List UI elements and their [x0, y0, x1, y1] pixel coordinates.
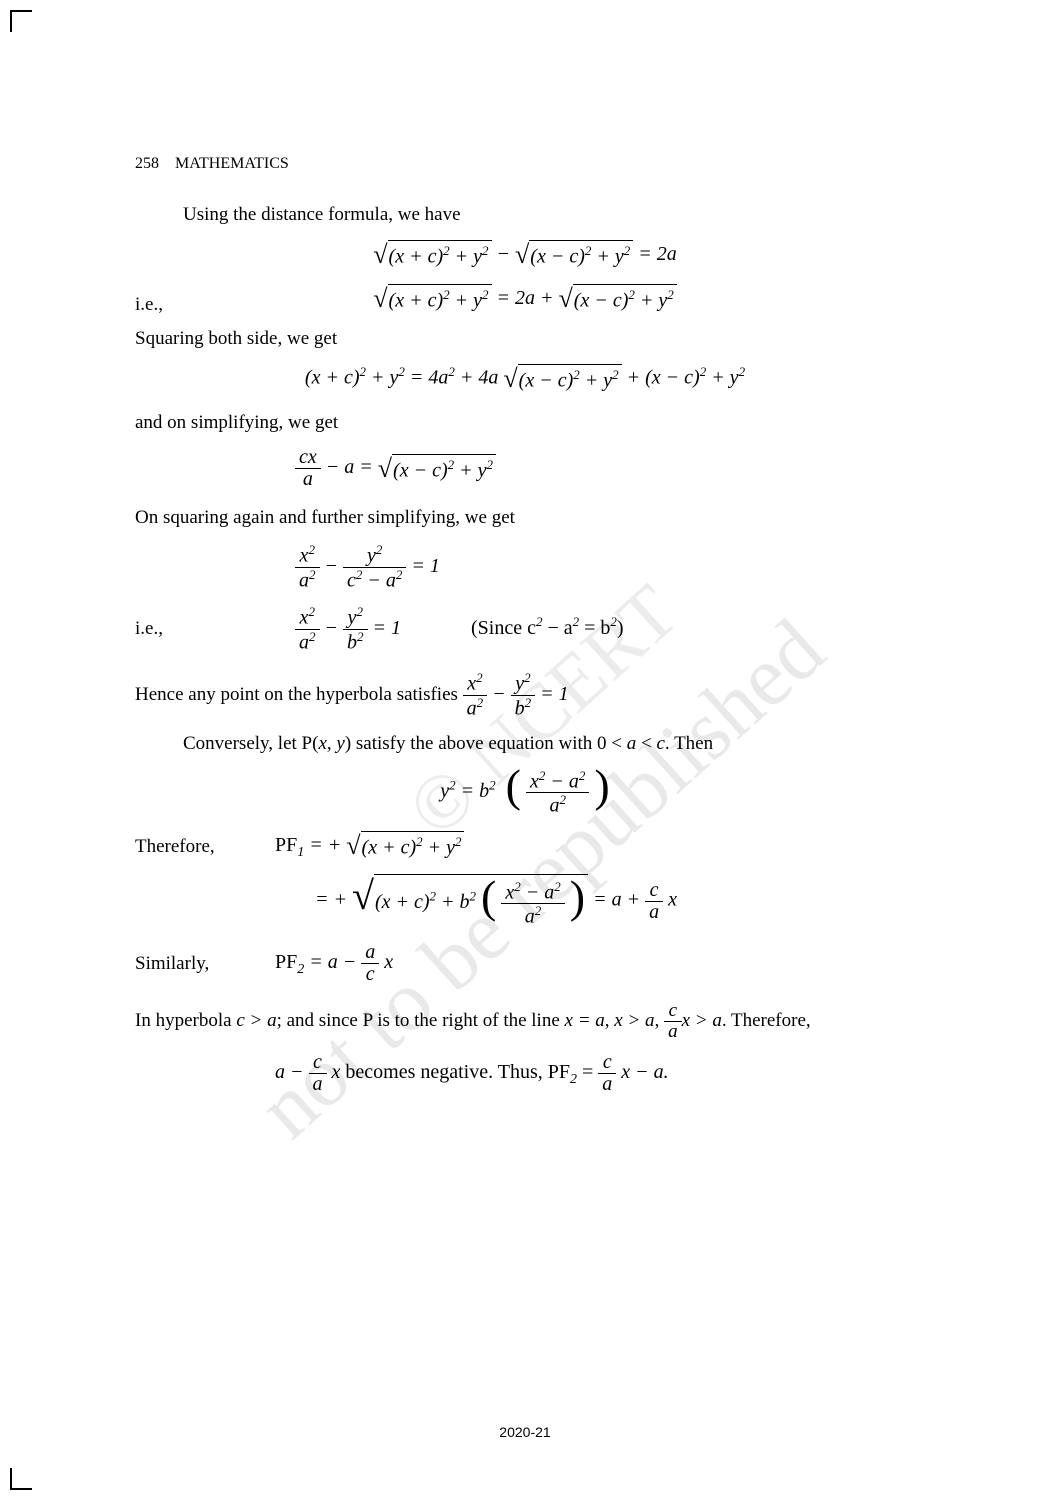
- lead-text: i.e.,: [135, 294, 245, 316]
- paragraph: On squaring again and further simplifyin…: [135, 504, 915, 533]
- equation: (x + c)2 + y2 = 4a2 + 4a √(x − c)2 + y2 …: [135, 363, 915, 394]
- paragraph: Using the distance formula, we have: [135, 201, 915, 230]
- equation-row: i.e., x2a2 − y2b2 = 1 (Since c2 − a2 = b…: [135, 605, 915, 653]
- equation: cxa − a = √(x − c)2 + y2: [135, 447, 915, 490]
- paragraph: Hence any point on the hyperbola satisfi…: [135, 671, 915, 719]
- crop-mark-bottom-left: [10, 1468, 32, 1490]
- paragraph: Conversely, let P(x, y) satisfy the abov…: [135, 730, 915, 759]
- paragraph: In hyperbola c > a; and since P is to th…: [135, 1001, 915, 1042]
- equation: a − ca x becomes negative. Thus, PF2 = c…: [135, 1052, 915, 1095]
- equation: x2a2 − y2c2 − a2 = 1: [135, 543, 915, 591]
- equation-row: Similarly, PF2 = a − ac x: [135, 942, 915, 985]
- equation-row: Therefore, PF1 = + √(x + c)2 + y2: [135, 831, 915, 863]
- crop-mark-top-left: [10, 10, 32, 32]
- subject-title: MATHEMATICS: [175, 155, 289, 172]
- page-content: 258 MATHEMATICS Using the distance formu…: [135, 155, 915, 1109]
- equation: y2 = b2 ( x2 − a2a2 ): [135, 768, 915, 817]
- lead-text: Therefore,: [135, 836, 245, 858]
- equation-row: i.e., √(x + c)2 + y2 = 2a + √(x − c)2 + …: [135, 284, 915, 325]
- lead-text: i.e.,: [135, 618, 245, 640]
- lead-text: Similarly,: [135, 953, 245, 975]
- footer-year: 2020-21: [0, 1424, 1050, 1440]
- page-header: 258 MATHEMATICS: [135, 155, 915, 173]
- equation: √(x + c)2 + y2 − √(x − c)2 + y2 = 2a: [135, 240, 915, 271]
- page-number: 258: [135, 155, 159, 172]
- paragraph: Squaring both side, we get: [135, 325, 915, 354]
- equation: = + √ (x + c)2 + b2 ( x2 − a2a2 ) = a + …: [135, 874, 915, 928]
- paragraph: and on simplifying, we get: [135, 409, 915, 438]
